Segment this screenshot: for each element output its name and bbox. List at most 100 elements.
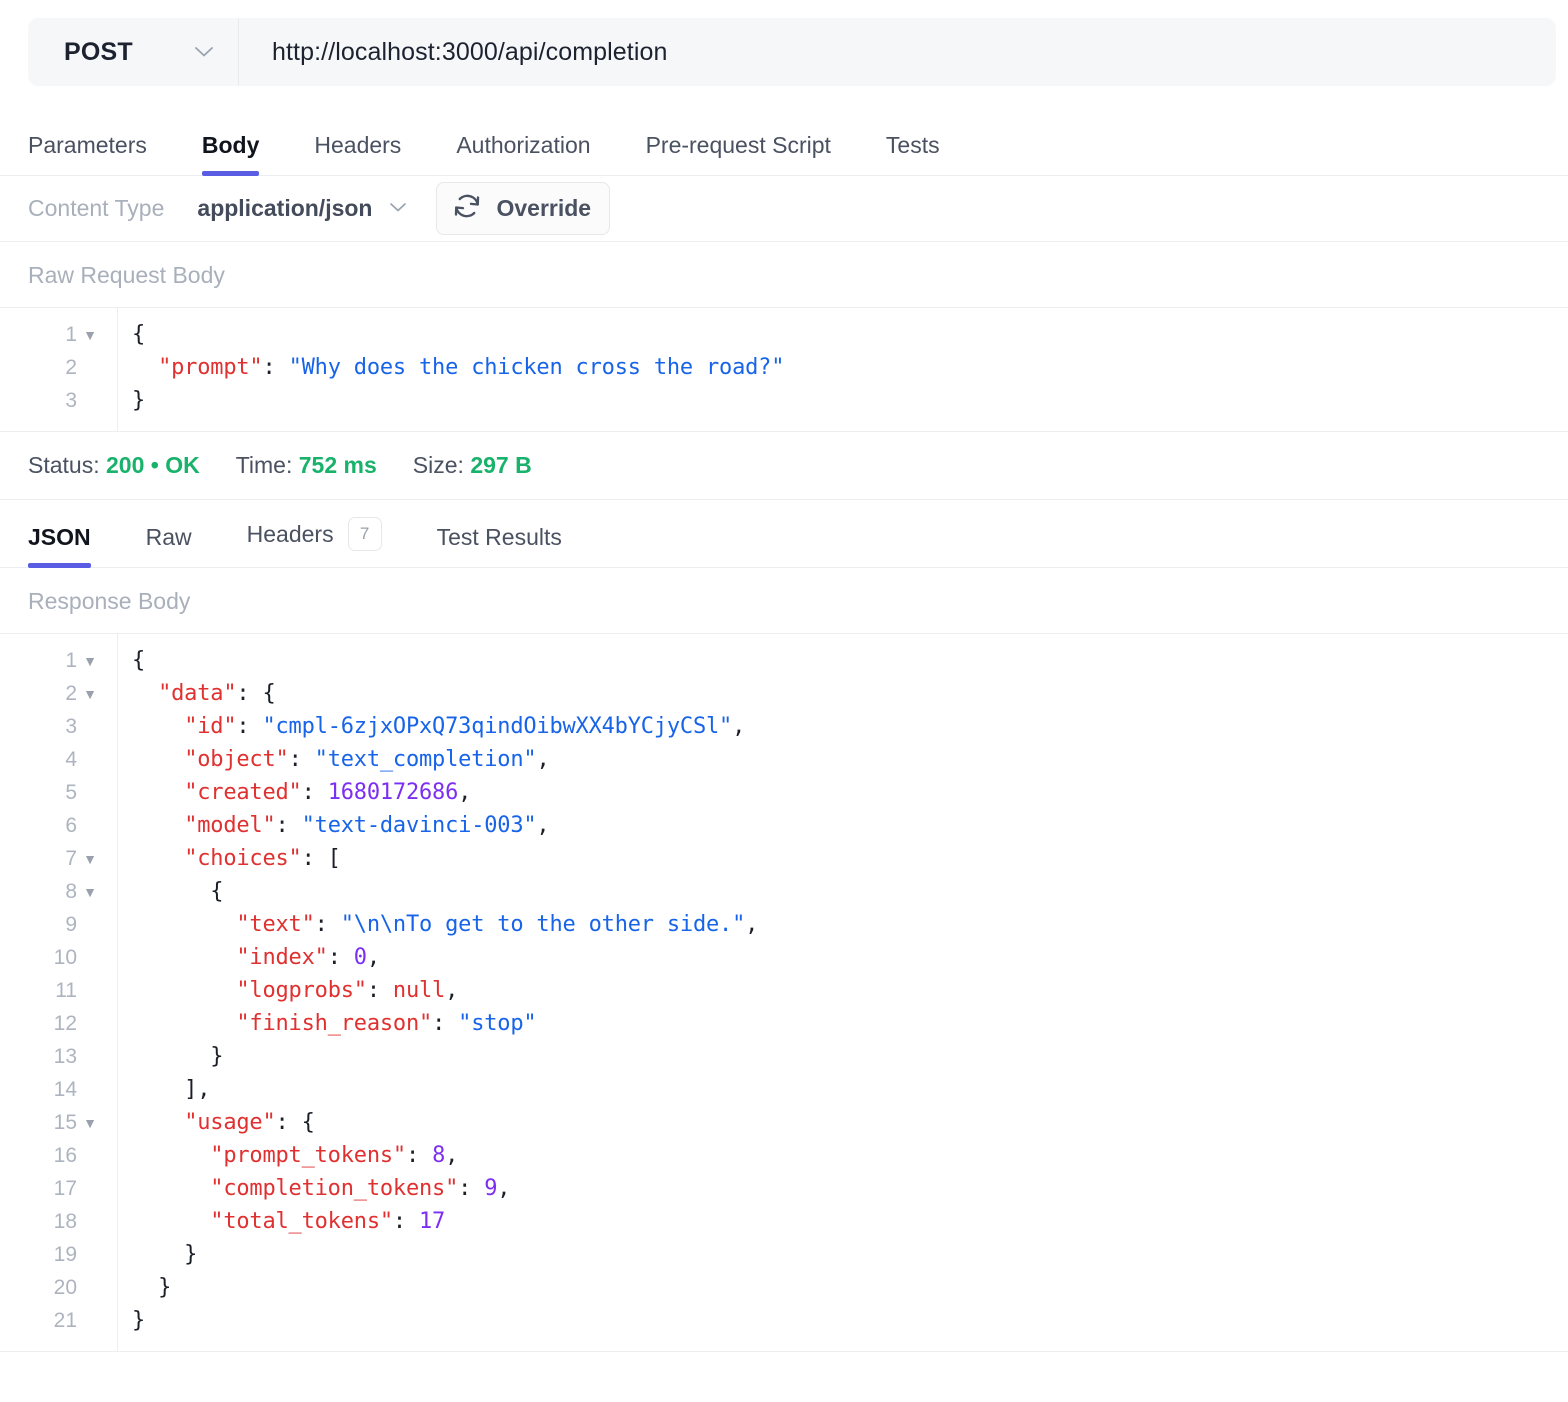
code-token: "usage" (184, 1110, 276, 1135)
line-number: 2 (65, 681, 77, 705)
code-token: : { (275, 1110, 315, 1135)
tab-json[interactable]: JSON (28, 524, 91, 568)
fold-toggle-icon[interactable]: ▼ (83, 652, 97, 669)
fold-toggle-icon[interactable]: ▼ (83, 1114, 97, 1131)
response-status-line: Status: 200 • OK Time: 752 ms Size: 297 … (0, 432, 1568, 500)
status-separator-dot: • (150, 452, 159, 478)
headers-count-badge: 7 (347, 517, 382, 551)
code-token: "Why does the chicken cross the road?" (288, 355, 785, 380)
code-token: "\n\nTo get to the other side." (340, 912, 746, 937)
line-number: 6 (65, 813, 77, 837)
line-number-row: 8 ▼ (0, 875, 117, 908)
fold-toggle-icon[interactable]: ▼ (83, 883, 97, 900)
line-number: 3 (65, 714, 77, 738)
code-line: { (132, 644, 1568, 677)
code-token (132, 912, 236, 937)
code-token: : (314, 912, 341, 937)
code-token: "logprobs" (236, 978, 367, 1003)
tab-body[interactable]: Body (201, 132, 259, 176)
code-line: } (132, 1271, 1568, 1304)
chevron-down-icon (194, 44, 214, 61)
line-number-row: 2▼ (0, 351, 117, 384)
line-number: 12 (53, 1011, 77, 1035)
line-number-row: 12▼ (0, 1007, 117, 1040)
tab-parameters[interactable]: Parameters (28, 132, 147, 158)
line-number: 20 (53, 1275, 77, 1299)
fold-toggle-icon[interactable]: ▼ (83, 326, 97, 343)
code-line: "choices": [ (132, 842, 1568, 875)
http-method-label: POST (64, 37, 133, 66)
code-line: "data": { (132, 677, 1568, 710)
content-type-label: Content Type (28, 195, 165, 221)
request-body-code[interactable]: { "prompt": "Why does the chicken cross … (118, 308, 1568, 431)
tab-json-inner: JSON (28, 524, 91, 551)
line-number-row: 7 ▼ (0, 842, 117, 875)
content-type-select[interactable]: application/json (197, 195, 407, 222)
line-number: 16 (53, 1143, 77, 1167)
size-label: Size: (412, 452, 464, 478)
line-number: 1 (65, 322, 77, 346)
code-token: "created" (184, 780, 302, 805)
line-number-row: 6▼ (0, 809, 117, 842)
code-line: "usage": { (132, 1106, 1568, 1139)
tab-pre-request-script[interactable]: Pre-request Script (645, 132, 831, 158)
code-token: { (132, 879, 224, 904)
tab-raw-label: Raw (145, 524, 192, 550)
response-body-editor[interactable]: 1▼2▼3▼4▼5▼6▼7▼8▼9▼10▼11▼12▼13▼14▼15▼16▼1… (0, 634, 1568, 1352)
line-number-row: 1 ▼ (0, 318, 117, 351)
request-body-editor[interactable]: 1▼2▼3▼ { "prompt": "Why does the chicken… (0, 308, 1568, 432)
code-token: : (262, 355, 289, 380)
code-token: 0 (353, 945, 367, 970)
code-token: } (132, 1242, 198, 1267)
code-token: 17 (419, 1209, 446, 1234)
http-method-select[interactable]: POST (28, 18, 239, 86)
response-body-code[interactable]: { "data": { "id": "cmpl-6zjxOPxQ73qindOi… (118, 634, 1568, 1351)
line-number-row: 21▼ (0, 1304, 117, 1337)
line-number: 13 (53, 1044, 77, 1068)
code-token (132, 1143, 210, 1168)
code-token (132, 945, 236, 970)
code-line: "prompt_tokens": 8, (132, 1139, 1568, 1172)
tab-response-headers-label: Headers (246, 520, 334, 547)
line-number: 17 (53, 1176, 77, 1200)
code-token: : (405, 1143, 433, 1168)
code-token: , (445, 1143, 459, 1168)
line-number-row: 13▼ (0, 1040, 117, 1073)
line-number: 8 (65, 879, 77, 903)
status-group: Status: 200 • OK (28, 452, 200, 479)
tab-tests[interactable]: Tests (885, 132, 940, 158)
line-number: 7 (65, 846, 77, 870)
fold-toggle-icon[interactable]: ▼ (83, 850, 97, 867)
code-token: "completion_tokens" (210, 1176, 459, 1201)
tab-headers[interactable]: Headers (314, 132, 402, 158)
code-line: "index": 0, (132, 941, 1568, 974)
tab-authorization[interactable]: Authorization (456, 132, 591, 158)
code-token: 8 (432, 1143, 446, 1168)
code-token: "prompt_tokens" (210, 1143, 406, 1168)
code-token (132, 846, 184, 871)
code-token: } (132, 1275, 172, 1300)
code-token: "index" (236, 945, 328, 970)
code-token: "total_tokens" (210, 1209, 393, 1234)
code-token (132, 681, 158, 706)
request-body-gutter: 1▼2▼3▼ (0, 308, 118, 431)
code-token: , (458, 780, 472, 805)
code-line: "object": "text_completion", (132, 743, 1568, 776)
line-number-row: 4▼ (0, 743, 117, 776)
override-button[interactable]: Override (436, 182, 611, 235)
status-text: OK (165, 452, 200, 478)
tab-test-results-inner: Test Results (437, 524, 562, 551)
url-input[interactable]: http://localhost:3000/api/completion (272, 37, 668, 66)
tab-raw[interactable]: Raw (146, 524, 192, 567)
request-url-bar: POST http://localhost:3000/api/completio… (28, 18, 1556, 86)
code-token: ], (132, 1077, 211, 1102)
code-line: "total_tokens": 17 (132, 1205, 1568, 1238)
code-token: : (432, 1011, 459, 1036)
code-token: : { (236, 681, 276, 706)
tab-test-results-label: Test Results (436, 524, 562, 550)
fold-toggle-icon[interactable]: ▼ (83, 685, 97, 702)
tab-test-results[interactable]: Test Results (437, 524, 562, 567)
request-url-bar-container: POST http://localhost:3000/api/completio… (0, 0, 1568, 86)
code-token: : (458, 1176, 485, 1201)
tab-response-headers[interactable]: Headers 7 (247, 517, 382, 567)
